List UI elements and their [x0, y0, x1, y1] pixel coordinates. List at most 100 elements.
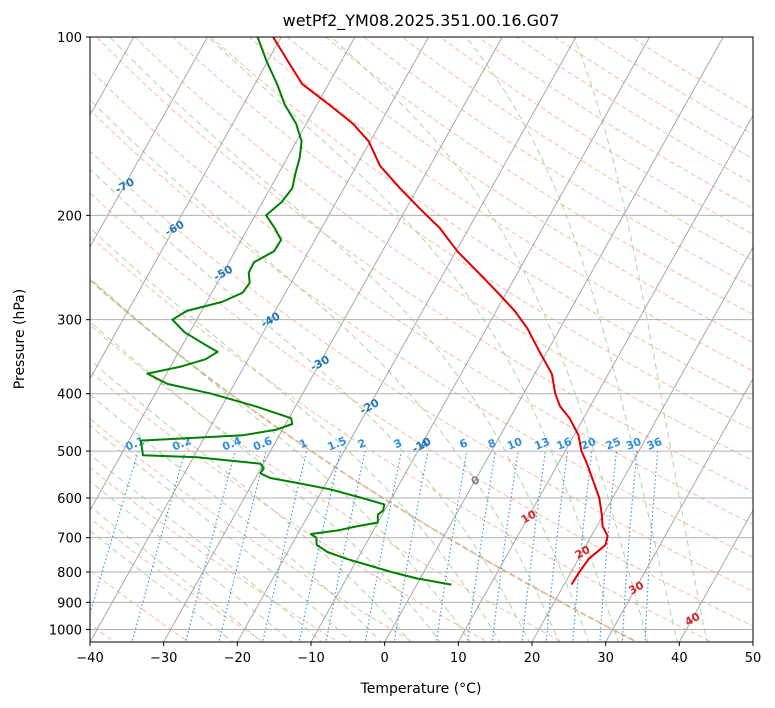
y-tick-label: 300 — [57, 314, 82, 329]
y-tick-label: 1000 — [49, 623, 82, 638]
x-tick-label: 0 — [381, 651, 389, 666]
y-tick-label: 100 — [57, 31, 82, 46]
x-axis-label: Temperature (°C) — [360, 681, 482, 697]
dry-adiabat-line — [172, 37, 753, 431]
mixing-ratio-label: 25 — [604, 435, 623, 453]
dewpoint-profile-line — [139, 37, 452, 586]
mixing-ratio-line — [298, 450, 341, 642]
mixing-ratio-label: 3 — [392, 436, 404, 451]
dry-adiabat-line — [95, 37, 753, 493]
dry-adiabat-line — [248, 37, 753, 372]
x-tick-label: −30 — [150, 651, 177, 666]
isotherm-line — [90, 37, 429, 642]
mixing-ratio-line — [644, 451, 659, 642]
isotherm-line — [236, 37, 577, 642]
y-tick-label: 400 — [57, 388, 82, 403]
chart-title: wetPf2_YM08.2025.351.00.16.G07 — [283, 11, 560, 31]
mixing-ratio-line — [393, 450, 429, 642]
dry-adiabat-line — [134, 37, 753, 462]
mixing-ratio-label: 36 — [645, 435, 664, 453]
x-tick-label: −20 — [224, 651, 251, 666]
isotherm-label: -10 — [410, 435, 434, 456]
dry-adiabat-line — [90, 324, 564, 642]
y-axis-label: Pressure (hPa) — [12, 289, 28, 389]
isotherms — [0, 37, 753, 642]
temperature-profile-line — [272, 37, 609, 586]
dry-adiabat-line — [90, 517, 265, 642]
isotherm-label: -20 — [358, 396, 382, 417]
mixing-ratio-label: 6 — [458, 436, 470, 451]
mixing-ratio-label: 30 — [624, 435, 643, 453]
plot-frame — [89, 36, 754, 643]
pressure-gridlines — [90, 37, 753, 630]
isotherm-line — [384, 37, 724, 642]
x-tick-label: −10 — [297, 651, 324, 666]
isotherm-line — [310, 37, 650, 642]
moist-adiabat-line — [465, 37, 678, 642]
dry-adiabat-line — [90, 467, 340, 642]
moist-adiabat-line — [90, 530, 234, 642]
isotherm-label: -40 — [259, 309, 283, 330]
mixing-ratio-line — [325, 450, 366, 642]
mixing-ratio-label: 16 — [555, 435, 574, 453]
dry-adiabat-line — [90, 150, 753, 592]
moist-adiabat-line — [90, 98, 560, 642]
mixing-ratio-lines — [90, 450, 659, 642]
dry-adiabat-line — [90, 569, 190, 642]
moist-adiabat-line — [90, 424, 353, 642]
line-labels: 0.10.20.40.611.52346810131620253036-100-… — [13, 90, 703, 629]
moist-adiabat-line — [90, 227, 501, 642]
dry-adiabat-line — [286, 37, 753, 343]
dry-adiabat-line — [553, 37, 753, 160]
isotherm-line — [90, 37, 356, 512]
isotherm-label: -90 — [13, 90, 37, 111]
mixing-ratio-line — [185, 450, 236, 642]
isotherm-line — [457, 114, 753, 642]
moist-adiabat-line — [90, 480, 293, 642]
mixing-ratio-label: 13 — [533, 435, 552, 453]
isotherm-label: 30 — [626, 578, 646, 597]
y-tick-label: 900 — [57, 596, 82, 611]
y-axis-ticks: 100 200 300 400 500 600 700 800 900 1000 — [49, 31, 90, 638]
dry-adiabat-line — [90, 418, 414, 642]
y-tick-label: 600 — [57, 492, 82, 507]
x-tick-label: 20 — [524, 651, 541, 666]
dry-adiabat-line — [591, 37, 753, 135]
isotherm-label: 0 — [469, 473, 482, 488]
mixing-ratio-label: 20 — [579, 435, 598, 453]
mixing-ratio-label: 10 — [505, 435, 524, 453]
mixing-ratio-line — [131, 450, 186, 642]
x-tick-label: 50 — [745, 651, 762, 666]
moist-adiabat-line — [90, 359, 412, 642]
isotherm-line — [0, 37, 60, 642]
x-tick-label: −40 — [76, 651, 103, 666]
isotherm-label: -30 — [308, 353, 332, 374]
isotherm-line — [531, 246, 753, 642]
plot-area: 0.10.20.40.611.52346810131620253036-100-… — [0, 36, 754, 643]
mixing-ratio-line — [621, 451, 638, 642]
y-tick-label: 800 — [57, 566, 82, 581]
y-tick-label: 500 — [57, 445, 82, 460]
dry-adiabat-line — [362, 37, 753, 288]
mixing-ratio-label: 1 — [297, 436, 309, 451]
isotherm-label: 40 — [683, 610, 703, 629]
dry-adiabat-line — [210, 37, 753, 401]
dry-adiabat-line — [324, 37, 753, 316]
y-tick-label: 200 — [57, 209, 82, 224]
isotherm-line — [90, 37, 282, 380]
dry-adiabat-line — [90, 109, 753, 558]
isotherm-label: -70 — [113, 175, 137, 196]
isotherm-label: -80 — [62, 134, 86, 155]
isotherm-label: 10 — [519, 507, 539, 526]
isotherm-line — [752, 640, 753, 642]
moist-adiabat-line — [90, 393, 382, 642]
dry-adiabat-line — [477, 37, 753, 210]
mixing-ratio-line — [364, 450, 402, 642]
x-tick-label: 30 — [597, 651, 614, 666]
mixing-ratio-line — [218, 450, 267, 642]
y-tick-label: 700 — [57, 532, 82, 547]
profile-series — [139, 37, 609, 586]
dry-adiabat-line — [629, 37, 753, 112]
moist-adiabat-line — [331, 37, 649, 642]
